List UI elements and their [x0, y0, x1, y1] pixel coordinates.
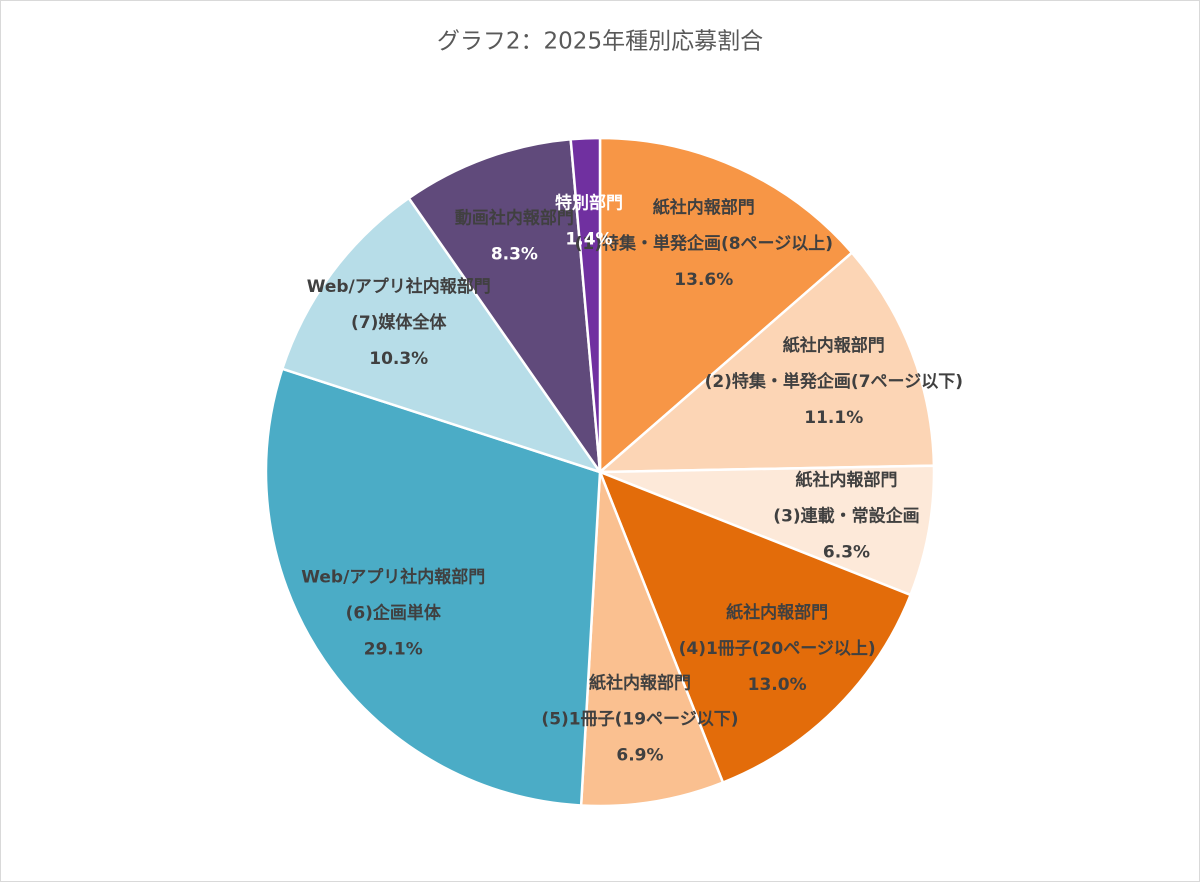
- pie-slice: [596, 250, 936, 474]
- data-label: 10.3%: [369, 349, 428, 369]
- category-label: 紙社内報部門: [783, 335, 885, 356]
- pie-slice: [599, 464, 936, 597]
- category-label: 特別部門: [555, 193, 623, 214]
- category-label: Web/アプリ社内報部門: [301, 566, 485, 587]
- data-label: 6.9%: [616, 745, 663, 765]
- category-label: 紙社内報部門: [653, 197, 755, 218]
- category-label: Web/アプリ社内報部門: [307, 276, 491, 297]
- category-label: (6)企画単体: [346, 602, 442, 623]
- data-label: 13.0%: [748, 675, 807, 695]
- data-label: 11.1%: [804, 408, 863, 428]
- category-label: 紙社内報部門: [795, 470, 897, 491]
- data-label: 13.6%: [674, 270, 733, 290]
- pie-slice: [407, 137, 602, 477]
- category-label: (1)特集・単発企画(8ページ以上): [575, 233, 833, 254]
- category-label: (5)1冊子(19ページ以下): [541, 709, 738, 729]
- category-label: (7)媒体全体: [351, 312, 447, 333]
- pie-slice: [569, 136, 602, 473]
- category-label: (4)1冊子(20ページ以上): [679, 639, 876, 659]
- pie-slice: [264, 367, 602, 807]
- chart-title: グラフ2：2025年種別応募割合: [437, 29, 763, 55]
- category-label: (3)連載・常設企画: [773, 506, 919, 527]
- pie-slice: [598, 136, 854, 475]
- category-label: 動画社内報部門: [455, 208, 574, 229]
- data-label: 1.4%: [565, 230, 612, 250]
- pie-slice: [280, 196, 604, 475]
- category-label: 紙社内報部門: [726, 602, 828, 623]
- pie-slice: [597, 469, 913, 785]
- data-label: 8.3%: [491, 245, 538, 265]
- category-label: 紙社内報部門: [589, 672, 691, 693]
- data-label: 29.1%: [364, 639, 423, 659]
- category-label: (2)特集・単発企画(7ページ以下): [705, 371, 963, 392]
- data-label: 6.3%: [823, 543, 870, 563]
- pie-slice: [579, 471, 725, 808]
